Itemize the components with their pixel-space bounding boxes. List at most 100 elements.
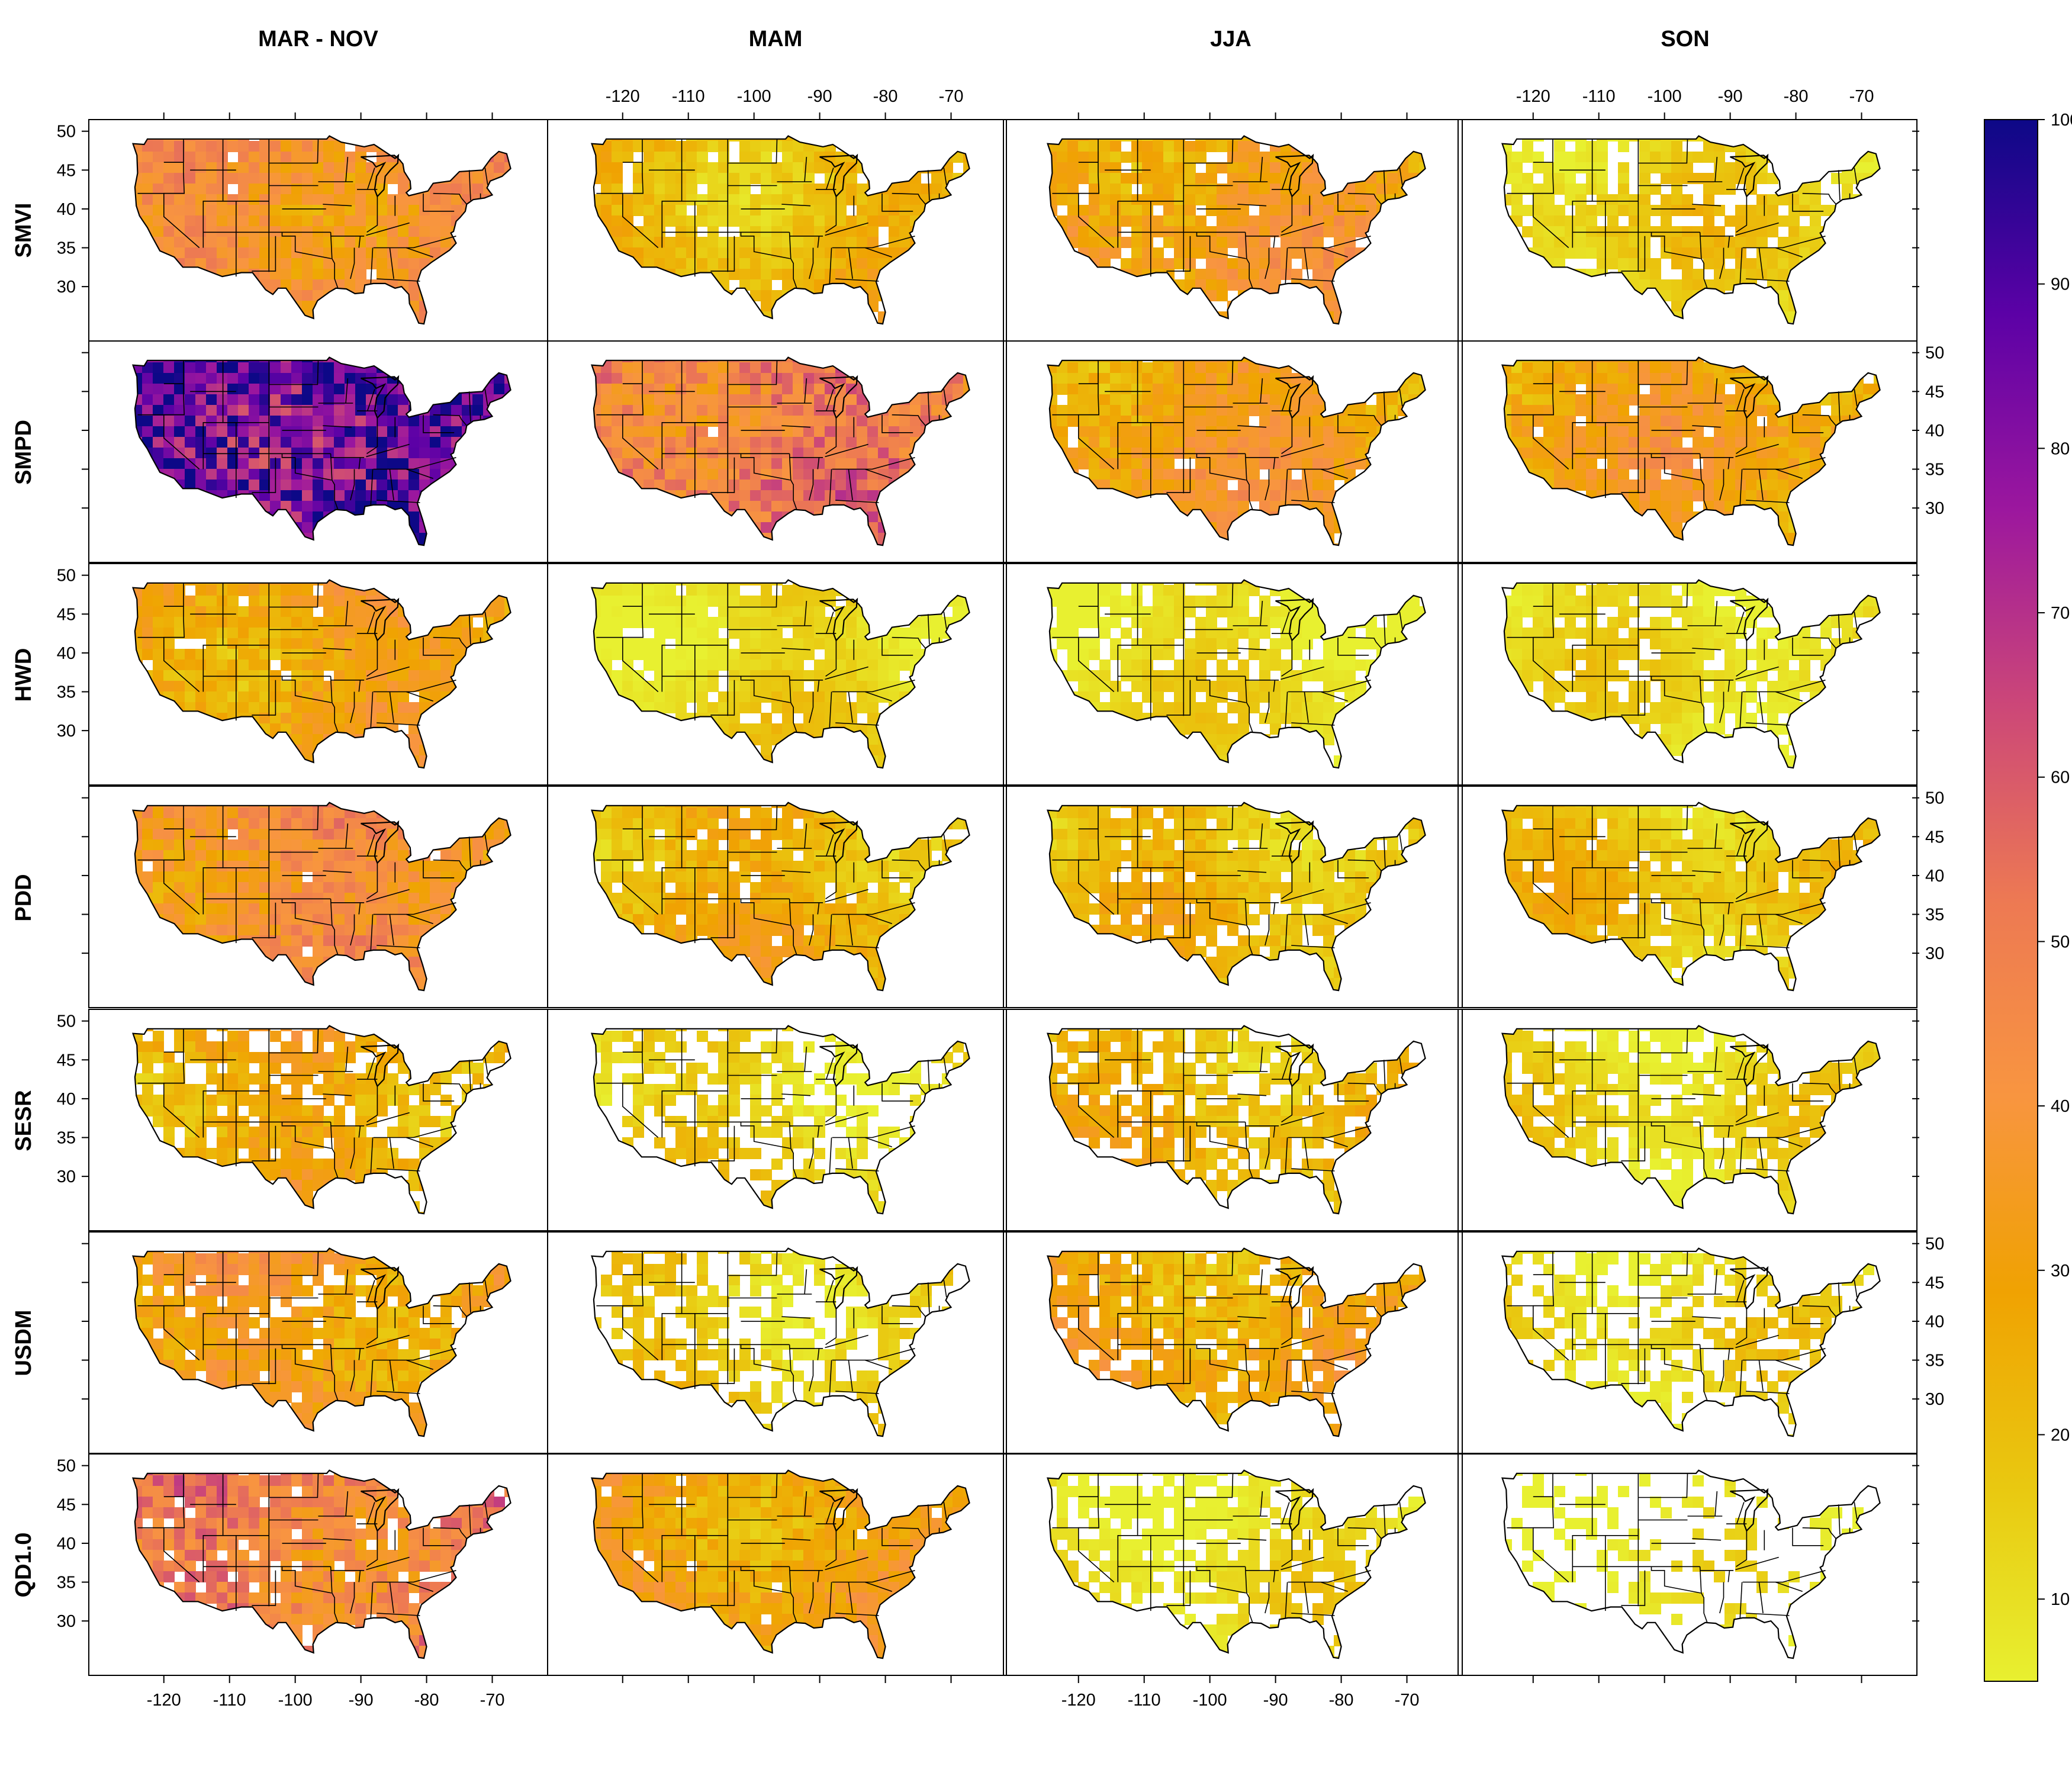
country-outline [1047, 1247, 1426, 1437]
country-outline [1047, 1025, 1426, 1215]
lat-tick-label: 40 [57, 1090, 76, 1109]
state-boundaries [1507, 1251, 1858, 1401]
map-panel [547, 119, 1007, 342]
lon-tick-label: -100 [278, 1691, 313, 1710]
state-boundaries [1507, 360, 1858, 510]
country-outline [1047, 135, 1426, 325]
lon-tick-label: -120 [147, 1691, 181, 1710]
lat-tick-label: 30 [1925, 944, 1944, 963]
map-panel [1003, 1453, 1463, 1676]
state-boundaries [137, 583, 488, 733]
country-outline [1501, 356, 1881, 546]
colorbar-tick-label: 70 [2051, 604, 2070, 623]
lon-tick-label: -110 [672, 87, 705, 106]
map-panel [1003, 340, 1463, 563]
column-title: JJA [1210, 27, 1251, 52]
lon-tick-label: -80 [414, 1691, 439, 1710]
state-boundaries [596, 1251, 947, 1401]
country-outline [1501, 579, 1881, 769]
map-panel [1003, 1231, 1463, 1454]
map-panels [88, 119, 1917, 1676]
state-boundaries [1507, 583, 1858, 733]
country-outline [1047, 579, 1426, 769]
colorbar-tick-label: 90 [2051, 275, 2070, 294]
lat-tick-label: 30 [57, 722, 76, 741]
country-outline [132, 579, 511, 769]
colorbar-tick-label: 100 [2051, 111, 2072, 130]
country-outline [1501, 1469, 1881, 1659]
row-title: HWD [11, 648, 36, 702]
row-title: SESR [11, 1090, 36, 1151]
row-title: SMVI [11, 203, 36, 258]
lat-tick-label: 30 [1925, 499, 1944, 518]
state-boundaries [1052, 1028, 1403, 1179]
panel-frame [1003, 1009, 1463, 1231]
map-panel [88, 1009, 548, 1231]
country-outline [1501, 802, 1881, 992]
lon-tick-label: -110 [1582, 87, 1616, 106]
lat-tick-label: 40 [57, 644, 76, 663]
state-boundaries [137, 139, 488, 289]
row-title: SMPD [11, 420, 36, 485]
country-outline [132, 135, 511, 325]
country-outline [1501, 135, 1881, 325]
state-boundaries [137, 360, 488, 510]
panel-frame [1003, 563, 1463, 786]
lon-tick-label: -110 [213, 1691, 246, 1710]
map-panel [547, 340, 1007, 563]
state-boundaries [137, 1473, 488, 1623]
country-outline [1501, 1025, 1881, 1215]
lat-tick-label: 50 [57, 567, 76, 585]
country-outline [1047, 1469, 1426, 1659]
map-panel [1003, 786, 1463, 1008]
row-title: USDM [11, 1310, 36, 1376]
map-panel [1458, 340, 1917, 563]
country-outline [132, 1469, 511, 1659]
lon-tick-label: -70 [1849, 87, 1874, 106]
panel-frame [1003, 786, 1463, 1008]
colorbar-gradient [1984, 119, 2038, 1682]
colorbar-tick-label: 30 [2051, 1262, 2070, 1280]
map-panel [1458, 1009, 1917, 1231]
country-outline [132, 802, 511, 992]
lat-tick-label: 30 [57, 1167, 76, 1186]
country-outline [132, 356, 511, 546]
lat-tick-label: 50 [1925, 1235, 1944, 1254]
state-boundaries [596, 1473, 947, 1623]
lat-tick-label: 35 [57, 683, 76, 702]
lon-tick-label: -100 [1648, 87, 1682, 106]
country-outline [1501, 1247, 1881, 1437]
lon-tick-label: -70 [939, 87, 964, 106]
state-boundaries [1052, 805, 1403, 955]
lon-tick-label: -80 [873, 87, 898, 106]
lat-tick-label: 30 [1925, 1390, 1944, 1409]
lat-tick-label: 50 [1925, 789, 1944, 808]
lon-tick-label: -90 [1263, 1691, 1288, 1710]
column-titles: MAR - NOV MAM JJA SON [258, 27, 1710, 52]
lat-tick-label: 40 [57, 1534, 76, 1553]
panel-frame [547, 1453, 1007, 1676]
state-boundaries [596, 139, 947, 289]
lon-tick-label: -110 [1128, 1691, 1161, 1710]
state-boundaries [1507, 1028, 1858, 1179]
state-boundaries [596, 1028, 947, 1179]
lat-tick-label: 45 [57, 1051, 76, 1070]
map-panel [1458, 786, 1917, 1008]
lat-tick-label: 45 [57, 605, 76, 624]
panel-frame [547, 786, 1007, 1008]
panel-frame [1458, 1009, 1917, 1231]
lon-tick-label: -70 [480, 1691, 505, 1710]
axes: -120 -110 -100 -90 -80 -70 -120 -110 -100 -90 -80 -… [57, 87, 1945, 1710]
lon-tick-label: -70 [1395, 1691, 1420, 1710]
country-outline [591, 802, 970, 992]
map-panel [88, 1453, 548, 1676]
state-boundaries [596, 583, 947, 733]
lat-tick-label: 40 [1925, 867, 1944, 886]
panel-frame [547, 340, 1007, 563]
state-boundaries [596, 360, 947, 510]
lon-tick-label: -120 [606, 87, 640, 106]
lon-tick-label: -100 [737, 87, 771, 106]
colorbar-tick-label: 40 [2051, 1097, 2070, 1116]
country-outline [1047, 802, 1426, 992]
